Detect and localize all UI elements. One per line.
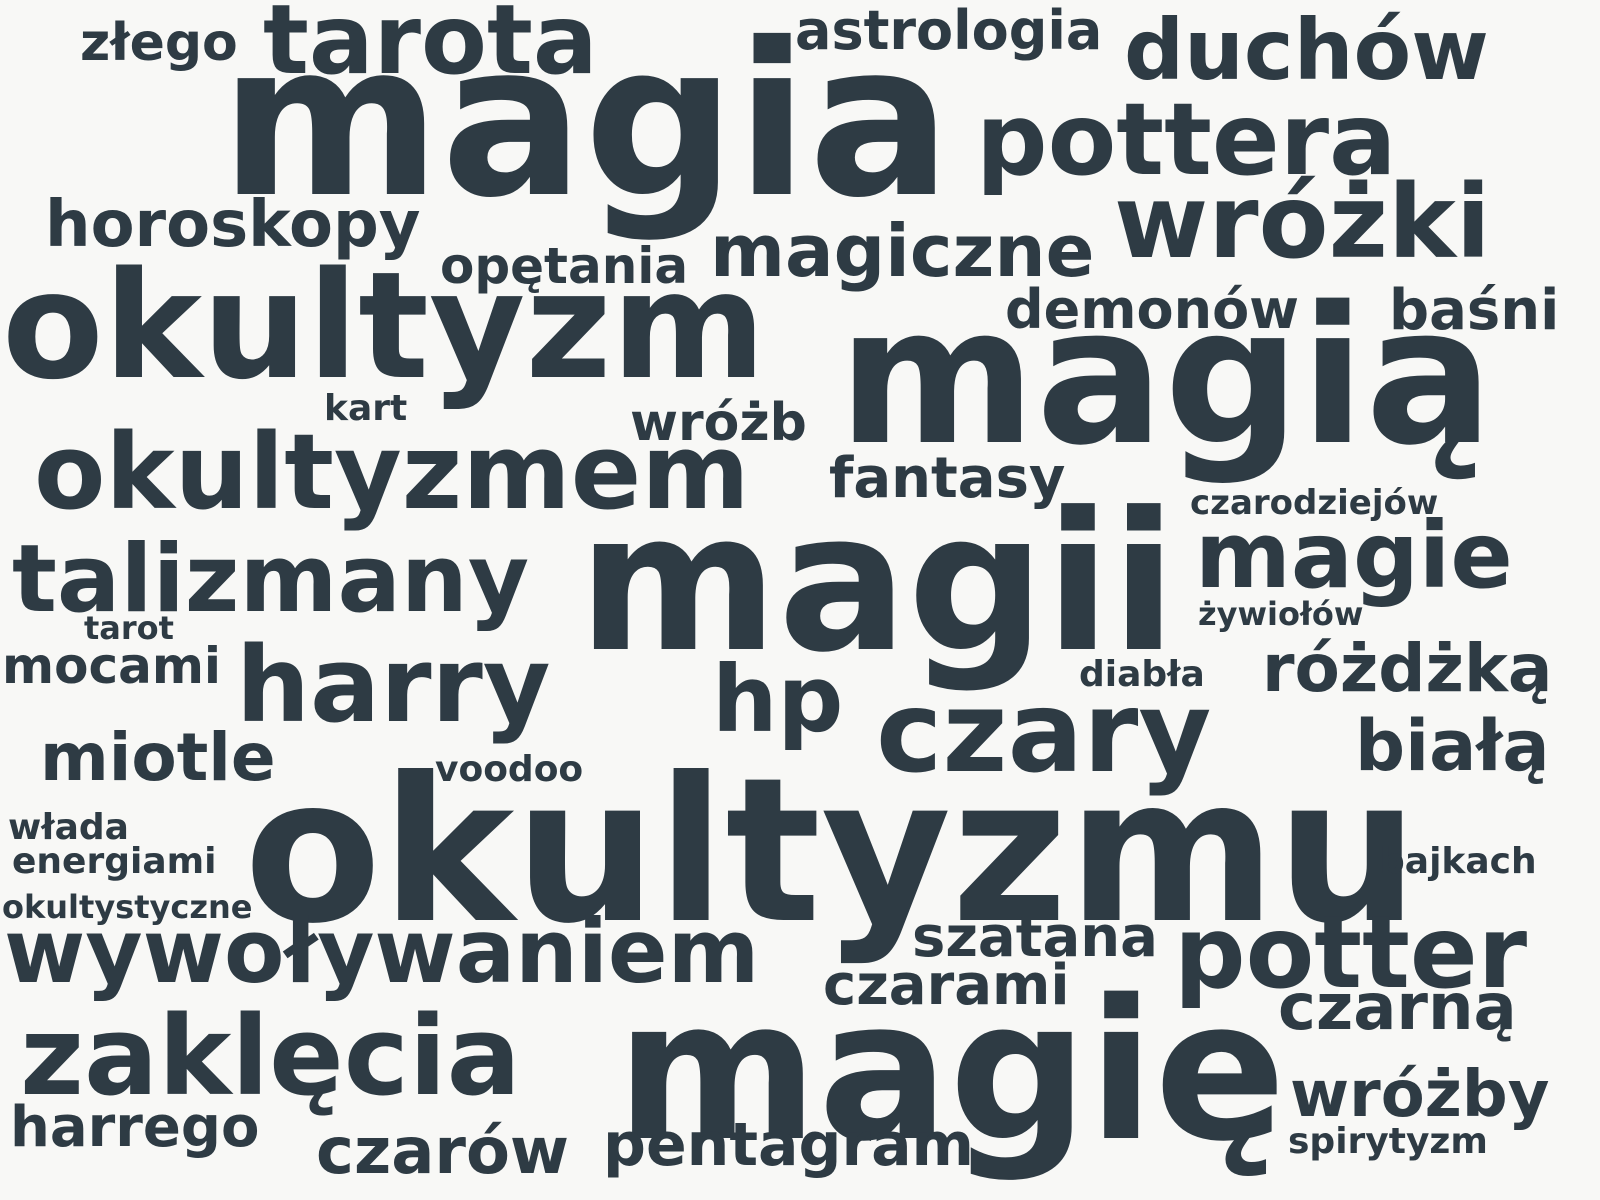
word-mocami: mocami [2,637,222,695]
word-hp: hp [712,646,844,753]
word-okultystyczne: okultystyczne [2,888,253,926]
word-zywiolow: żywiołów [1198,595,1364,633]
word-potter: potter [1174,894,1528,1011]
word-wrozb: wróżb [630,393,807,453]
word-czary: czary [876,668,1212,798]
word-zaklecia: zaklęcia [20,992,521,1120]
word-tarota: tarota [263,0,598,96]
word-wlada: włada [8,807,129,848]
word-tarot: tarot [84,609,174,647]
word-wrozby: wróżby [1290,1058,1550,1132]
word-demonow: demonów [1005,278,1300,341]
word-okultyzmu: okultyzmu [244,735,1419,968]
word-horoskopy: horoskopy [45,188,421,262]
word-okultyzmem: okultyzmem [34,411,750,533]
word-magia: magia [220,0,952,244]
word-magia-instrumental: magią [838,266,1494,487]
word-duchow: duchów [1124,1,1489,99]
word-diabla: diabła [1079,654,1205,695]
word-voodoo: voodoo [435,749,584,790]
word-czarow: czarów [316,1115,570,1189]
word-rozdzka: różdżką [1262,630,1553,707]
word-czarodziejow: czarodziejów [1190,483,1439,523]
word-spirytyzm: spirytyzm [1288,1121,1488,1162]
word-basni: baśni [1389,278,1560,343]
word-magii: magii [578,472,1177,695]
word-bajkach: bajkach [1379,841,1537,882]
word-czarami: czarami [823,953,1070,1018]
word-biala: białą [1355,705,1550,787]
word-kart: kart [324,388,408,429]
word-zlego: złego [80,13,238,73]
word-magiczne: magiczne [710,209,1095,293]
word-pentagram: pentagram [603,1110,975,1180]
word-harrego: harrego [10,1095,260,1160]
word-fantasy: fantasy [829,446,1066,511]
word-astrologia: astrologia [795,0,1103,62]
word-magie: magie [1195,502,1513,609]
word-opetania: opętania [440,237,689,295]
word-okultyzm: okultyzm [2,240,766,412]
word-wrozki: wróżki [1114,163,1491,282]
word-wywolywaniem: wywoływaniem [4,900,760,1003]
word-energiami: energiami [12,841,217,882]
word-czarna: czarną [1278,971,1517,1045]
word-szatana: szatana [912,905,1158,970]
word-talizmany: talizmany [12,525,530,634]
word-harry: harry [236,624,551,746]
word-pottera: pottera [976,81,1397,198]
word-miotle: miotle [40,719,276,796]
word-magie-accusative: magię [616,958,1287,1184]
